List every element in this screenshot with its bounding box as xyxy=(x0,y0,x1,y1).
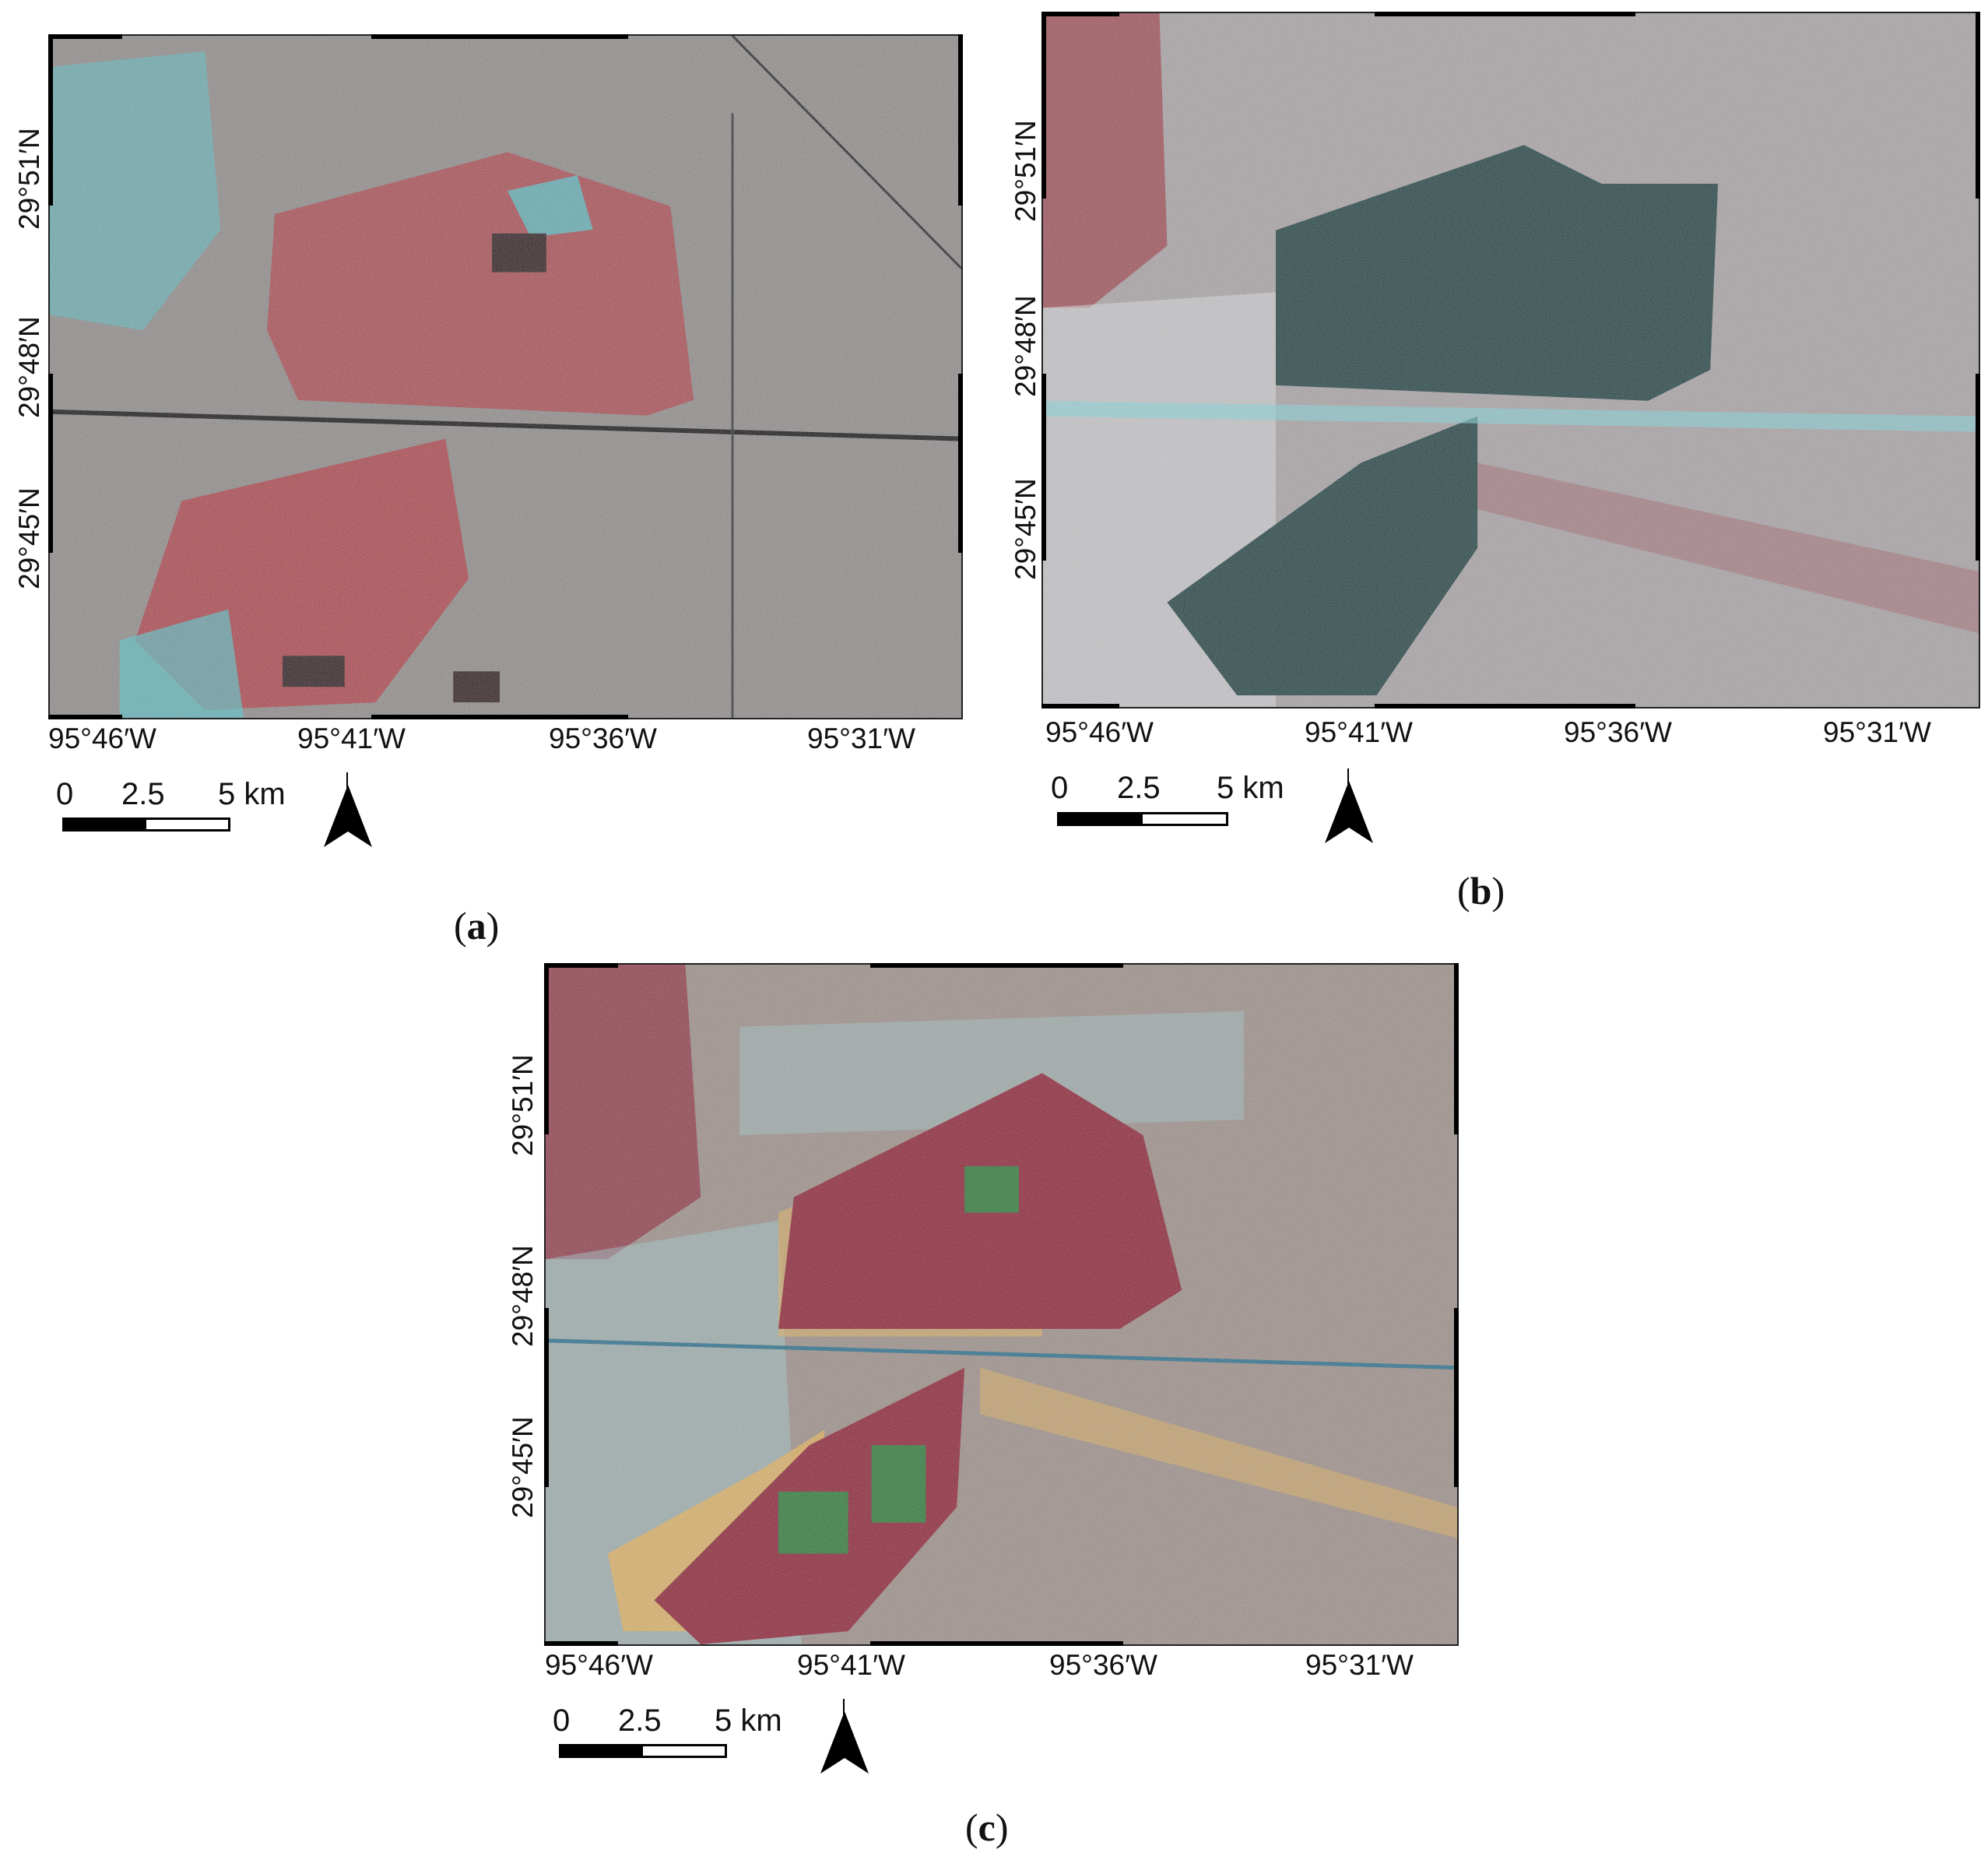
lon-label: 95°36′W xyxy=(549,723,657,754)
lon-label: 95°41′W xyxy=(1305,716,1413,748)
lat-label: 29°45′N xyxy=(507,1416,539,1518)
lat-label: 29°51′N xyxy=(13,128,45,230)
panel-label-c: (c) xyxy=(965,1806,1009,1849)
scale-bar xyxy=(559,1744,727,1758)
sar-image-a xyxy=(50,36,961,718)
map-image-a xyxy=(48,34,963,719)
north-arrow-icon xyxy=(1325,768,1373,843)
lon-label: 95°46′W xyxy=(1045,716,1154,748)
lon-label: 95°41′W xyxy=(797,1649,905,1681)
lon-label: 95°31′W xyxy=(1305,1649,1414,1681)
lon-label: 95°46′W xyxy=(48,723,156,754)
sar-image-c xyxy=(546,965,1457,1644)
lon-label: 95°36′W xyxy=(1049,1649,1157,1681)
lon-label: 95°31′W xyxy=(1823,716,1931,748)
map-image-b xyxy=(1041,12,1980,708)
panel-label-b: (b) xyxy=(1457,869,1505,912)
lat-label: 29°45′N xyxy=(13,487,45,589)
lon-label: 95°41′W xyxy=(297,723,406,754)
scale-label: 5 km xyxy=(715,1704,782,1738)
north-arrow-icon xyxy=(820,1699,869,1774)
lat-label: 29°48′N xyxy=(507,1245,539,1347)
scale-bar xyxy=(62,817,230,832)
scale-label: 0 xyxy=(56,777,74,811)
sar-image-b xyxy=(1043,13,1979,707)
panel-label-a: (a) xyxy=(454,904,500,948)
scale-label: 2.5 xyxy=(121,777,165,811)
lat-label: 29°48′N xyxy=(1010,295,1041,397)
north-arrow-icon xyxy=(324,772,372,847)
scale-label: 5 km xyxy=(1217,771,1284,805)
scale-bar xyxy=(1057,812,1228,826)
lon-label: 95°36′W xyxy=(1564,716,1672,748)
scale-label: 0 xyxy=(1051,771,1069,805)
scale-label: 0 xyxy=(553,1704,571,1738)
lat-label: 29°45′N xyxy=(1010,478,1041,580)
lat-label: 29°51′N xyxy=(507,1054,539,1156)
map-image-c xyxy=(544,963,1459,1646)
scale-label: 5 km xyxy=(218,777,286,811)
lon-label: 95°31′W xyxy=(807,723,915,754)
scale-label: 2.5 xyxy=(618,1704,662,1738)
lat-label: 29°51′N xyxy=(1010,120,1041,222)
scale-label: 2.5 xyxy=(1117,771,1161,805)
lon-label: 95°46′W xyxy=(545,1649,653,1681)
lat-label: 29°48′N xyxy=(13,316,45,418)
